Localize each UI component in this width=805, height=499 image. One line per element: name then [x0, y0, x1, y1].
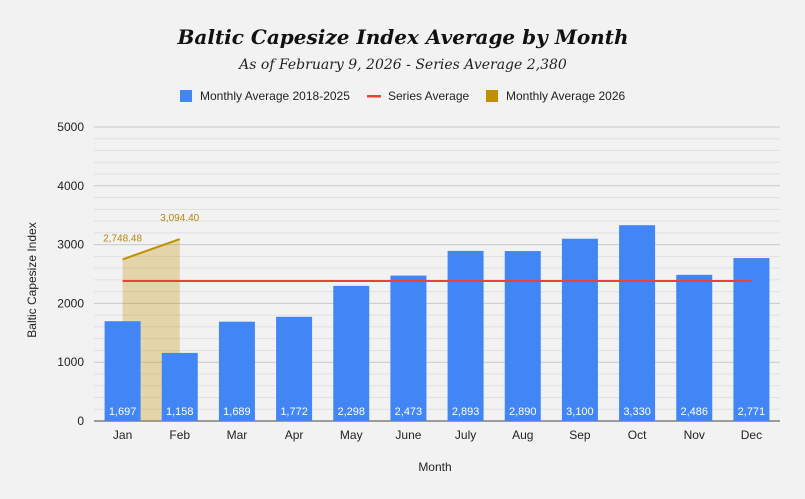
legend-swatch-series-average	[367, 95, 381, 98]
y-tick-label: 4000	[57, 179, 84, 193]
bar-labels: 1,697 1,158 1,689 1,772 2,298 2,473 2,893 2,890…	[103, 213, 765, 418]
x-tick-label-nov: Nov	[684, 428, 705, 442]
bar-aug	[504, 251, 541, 421]
chart-subtitle: As of February 9, 2026 - Series Average …	[237, 57, 567, 73]
y-tick-label: 0	[77, 414, 84, 428]
y-tick-label: 1000	[57, 355, 84, 369]
bar-apr	[276, 316, 313, 421]
x-tick-label-dec: Dec	[741, 428, 762, 442]
x-tick-label-apr: Apr	[285, 428, 304, 442]
x-tick-label-sep: Sep	[569, 428, 591, 442]
bar-jan	[104, 321, 141, 421]
bar-label-may: 2,298	[337, 406, 365, 418]
y-axis-title: Baltic Capesize Index	[25, 222, 39, 337]
y-tick-label: 5000	[57, 120, 84, 134]
legend-label-series-average: Series Average	[388, 89, 469, 103]
bar-label-june: 2,473	[395, 406, 423, 418]
series-2026-line	[122, 238, 181, 261]
y-tick-label: 3000	[57, 238, 84, 252]
bar-nov	[676, 274, 713, 421]
x-tick-label-july: July	[455, 428, 476, 442]
legend-label-monthly-average-2026: Monthly Average 2026	[506, 89, 626, 103]
bar-label-july: 2,893	[452, 406, 480, 418]
bar-july	[447, 250, 484, 421]
legend-swatch-monthly-average-2026	[486, 90, 498, 102]
bar-may	[333, 285, 370, 421]
bar-sep	[561, 238, 598, 421]
bar-june	[390, 275, 427, 421]
line-2026-label-jan: 2,748.48	[103, 233, 142, 244]
line-2026-label-feb: 3,094.40	[160, 213, 199, 224]
bar-label-dec: 2,771	[738, 406, 766, 418]
x-tick-label-may: May	[340, 428, 363, 442]
legend: Monthly Average 2018-2025 Series Average…	[180, 89, 626, 103]
x-tick-label-mar: Mar	[227, 428, 248, 442]
bar-label-sep: 3,100	[566, 406, 594, 418]
bar-label-nov: 2,486	[680, 406, 708, 418]
bar-series	[104, 225, 770, 421]
legend-label-monthly-average-2018-2025: Monthly Average 2018-2025	[200, 89, 350, 103]
bar-mar	[218, 321, 255, 421]
bar-label-jan: 1,697	[109, 406, 137, 418]
bar-dec	[733, 258, 770, 421]
bar-label-apr: 1,772	[280, 406, 308, 418]
y-tick-label: 2000	[57, 296, 84, 310]
legend-swatch-monthly-average-2018-2025	[180, 90, 192, 102]
x-tick-label-feb: Feb	[169, 428, 190, 442]
chart-title: Baltic Capesize Index Average by Month	[176, 25, 628, 49]
bar-label-aug: 2,890	[509, 406, 537, 418]
x-tick-label-jan: Jan	[113, 428, 132, 442]
bar-oct	[619, 225, 656, 421]
bar-feb	[161, 352, 198, 421]
x-tick-label-oct: Oct	[628, 428, 647, 442]
x-axis-title: Month	[418, 460, 451, 474]
bar-label-mar: 1,689	[223, 406, 251, 418]
bar-label-feb: 1,158	[166, 406, 194, 418]
y-axis-ticks: 0 1000 2000 3000 4000 5000	[57, 120, 84, 428]
bar-label-oct: 3,330	[623, 406, 651, 418]
gridlines	[94, 126, 780, 422]
x-tick-label-aug: Aug	[512, 428, 533, 442]
line-2026-path	[122, 238, 181, 261]
x-tick-label-june: June	[395, 428, 421, 442]
x-axis-ticks: Jan Feb Mar Apr May June July Aug Sep Oct Nov Dec	[113, 428, 762, 442]
